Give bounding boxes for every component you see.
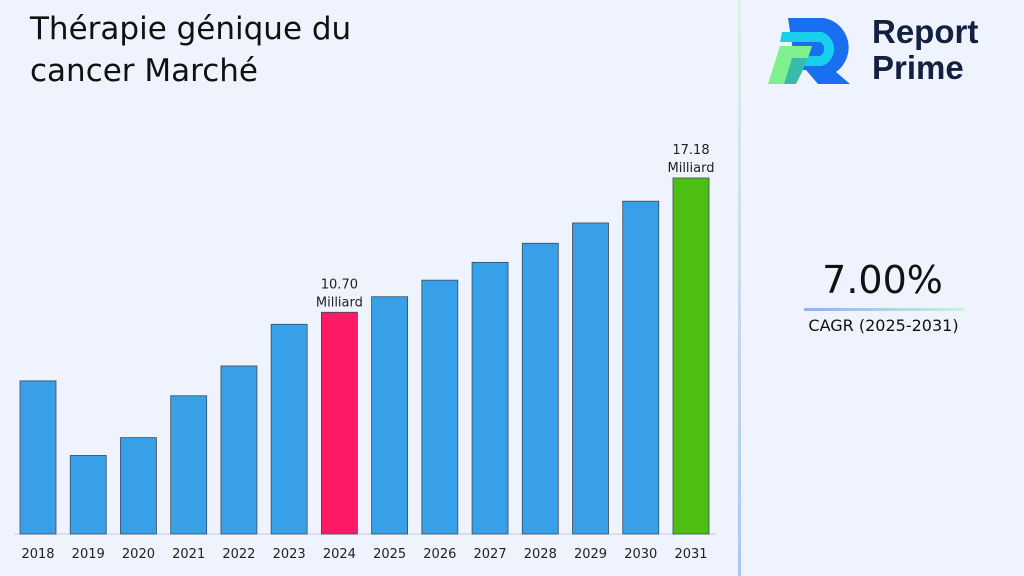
x-tick-label: 2027 [474, 547, 507, 562]
x-tick-label: 2018 [21, 547, 54, 562]
bar-2024 [320, 311, 358, 535]
cagr-label: CAGR (2025-2031) [808, 316, 959, 335]
logo-mark-icon [768, 18, 850, 84]
bar-2019 [69, 455, 107, 535]
x-tick-label: 2026 [423, 547, 456, 562]
bar-2020 [120, 437, 157, 535]
x-tick-label: 2020 [122, 547, 155, 562]
x-tick-label: 2021 [172, 547, 205, 562]
x-tick-label: 2029 [574, 547, 607, 562]
x-tick-label: 2031 [674, 547, 707, 562]
x-tick-label: 2022 [222, 547, 255, 562]
logo-text: Report Prime [872, 14, 978, 86]
cagr-underline [804, 308, 964, 311]
divider [738, 0, 741, 576]
bar-chart: 2018 2019 2020 2021 2022 2023 2024 10.70 Milliar… [14, 143, 716, 562]
data-label-value: 17.18 [672, 143, 709, 158]
bar-2021 [170, 395, 208, 535]
x-tick-label: 2025 [373, 547, 406, 562]
bar-2031 [672, 177, 710, 535]
x-tick-label: 2024 [323, 547, 356, 562]
x-tick-label: 2028 [524, 547, 557, 562]
logo-line2: Prime [872, 49, 964, 86]
bar-2022 [220, 365, 258, 535]
x-tick-label: 2019 [72, 547, 105, 562]
bar-2026 [421, 279, 459, 535]
x-tick-label: 2023 [273, 547, 306, 562]
data-label-value: 10.70 [321, 277, 358, 292]
bar-2023 [270, 323, 308, 535]
bar-2018 [19, 380, 57, 535]
bar-2027 [471, 261, 509, 535]
bar-2029 [572, 222, 609, 535]
chart-title: Thérapie génique du cancer Marché [30, 11, 352, 89]
bar-2030 [622, 200, 660, 535]
cagr-value: 7.00% [822, 258, 943, 302]
bar-2028 [521, 242, 559, 535]
bar-2025 [371, 296, 409, 535]
logo-line1: Report [872, 13, 979, 50]
data-label-unit: Milliard [667, 161, 714, 176]
x-tick-label: 2030 [624, 547, 657, 562]
report-prime-logo: Report Prime [766, 14, 1006, 88]
data-label-unit: Milliard [316, 295, 363, 310]
